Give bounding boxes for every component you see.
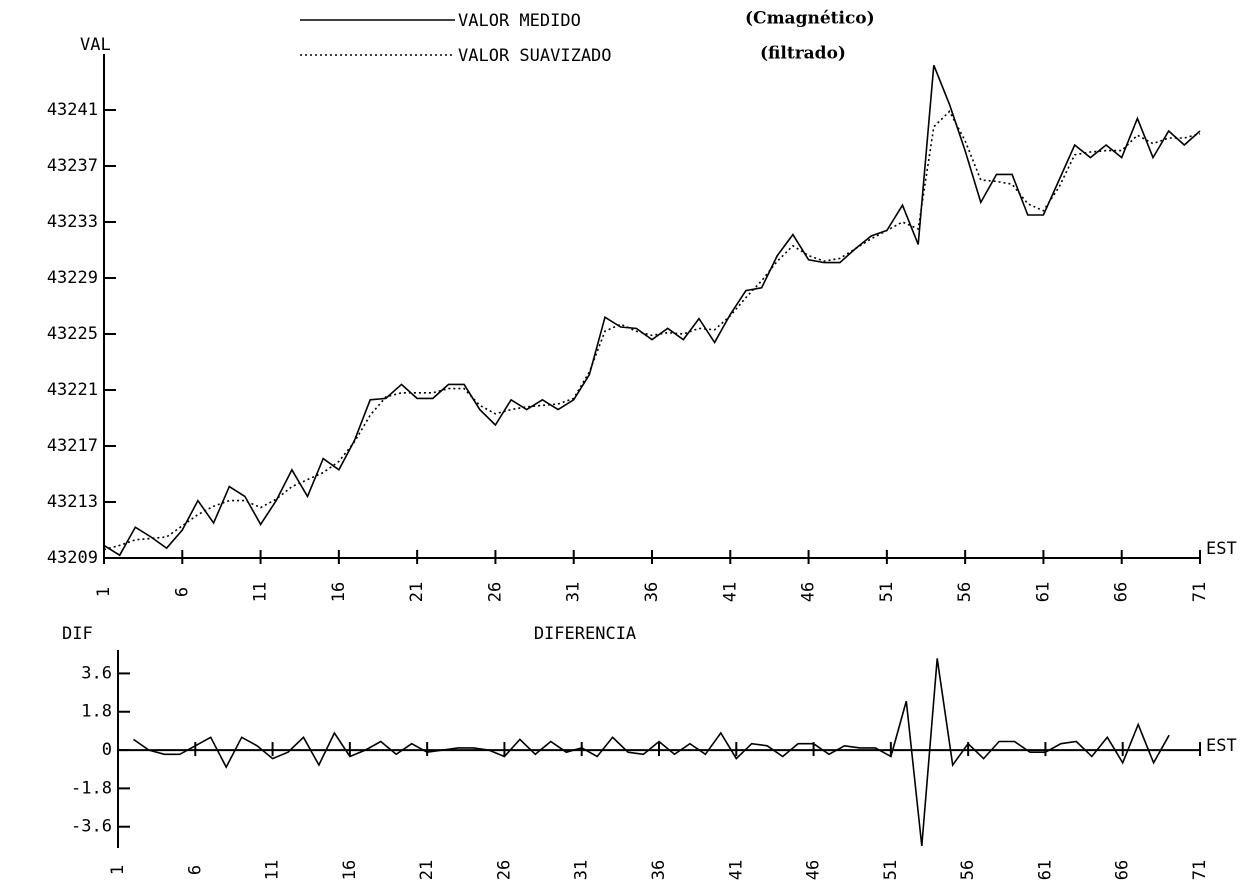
x-tick-label: 31 — [572, 860, 592, 880]
x-axis-label: EST — [1206, 736, 1237, 756]
x-tick-label: 36 — [642, 582, 662, 602]
y-tick-label: 43221 — [47, 380, 98, 400]
x-tick-label: 1 — [94, 587, 114, 597]
x-tick-label: 46 — [799, 582, 819, 602]
y-tick-label: 43217 — [47, 436, 98, 456]
x-tick-label: 6 — [185, 865, 205, 875]
annotation: (Cmagnético) — [745, 9, 875, 29]
y-axis-label: DIF — [62, 624, 93, 644]
x-tick-label: 26 — [485, 582, 505, 602]
x-tick-label: 71 — [1190, 582, 1210, 602]
y-tick-label: 43241 — [47, 100, 98, 120]
x-tick-label: 71 — [1190, 860, 1210, 880]
x-tick-label: 61 — [1033, 582, 1053, 602]
x-tick-label: 66 — [1113, 860, 1133, 880]
x-tick-label: 66 — [1112, 582, 1132, 602]
annotation: (filtrado) — [760, 44, 846, 64]
x-tick-label: 16 — [329, 582, 349, 602]
x-tick-label: 36 — [649, 860, 669, 880]
data-line — [103, 110, 1201, 551]
legend-label: VALOR SUAVIZADO — [458, 46, 612, 66]
x-tick-label: 51 — [877, 582, 897, 602]
x-tick-label: 61 — [1035, 860, 1055, 880]
x-tick-label: 51 — [881, 860, 901, 880]
x-tick-label: 11 — [263, 860, 283, 880]
x-tick-label: 1 — [108, 865, 128, 875]
y-tick-label: 3.6 — [81, 663, 112, 683]
y-tick-label: 0 — [102, 740, 112, 760]
x-tick-label: 21 — [407, 582, 427, 602]
data-line — [133, 658, 1170, 846]
x-tick-label: 41 — [720, 582, 740, 602]
y-tick-label: -1.8 — [71, 778, 112, 798]
y-tick-label: 43213 — [47, 492, 98, 512]
x-tick-label: 26 — [494, 860, 514, 880]
x-tick-label: 41 — [726, 860, 746, 880]
y-tick-label: 43237 — [47, 156, 98, 176]
legend-label: VALOR MEDIDO — [458, 11, 581, 31]
y-tick-label: 43233 — [47, 212, 98, 232]
y-tick-label: 43209 — [47, 548, 98, 568]
y-tick-label: 1.8 — [81, 702, 112, 722]
x-axis-label: EST — [1206, 539, 1237, 559]
y-tick-label: 43229 — [47, 268, 98, 288]
x-tick-label: 56 — [958, 860, 978, 880]
x-tick-label: 56 — [955, 582, 975, 602]
x-tick-label: 46 — [804, 860, 824, 880]
data-line — [103, 64, 1201, 557]
y-tick-label: -3.6 — [71, 817, 112, 837]
y-axis-label: VAL — [80, 35, 111, 55]
chart-title: DIFERENCIA — [534, 624, 636, 644]
y-tick-label: 43225 — [47, 324, 98, 344]
x-tick-label: 11 — [251, 582, 271, 602]
x-tick-label: 16 — [340, 860, 360, 880]
x-tick-label: 6 — [172, 587, 192, 597]
x-tick-label: 21 — [417, 860, 437, 880]
x-tick-label: 31 — [564, 582, 584, 602]
